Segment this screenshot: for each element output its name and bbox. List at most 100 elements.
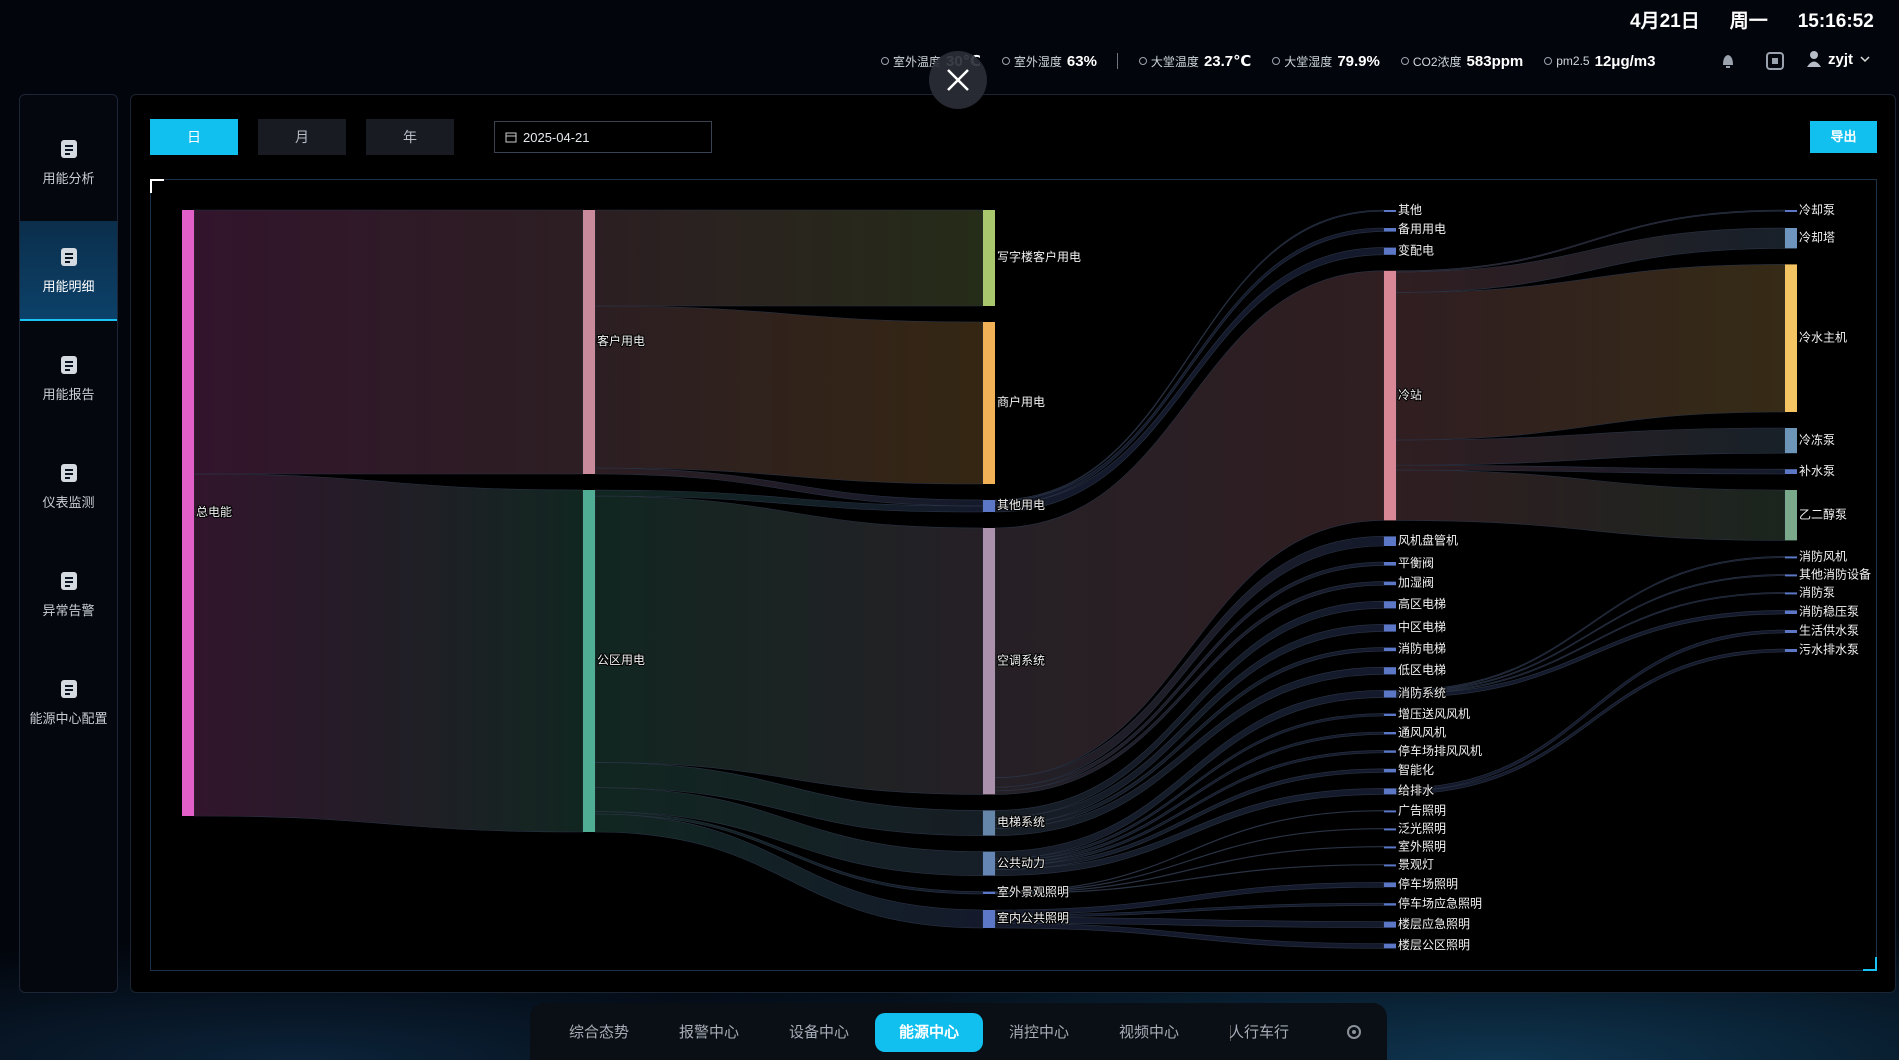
sankey-node	[1384, 647, 1396, 652]
icon-detail	[64, 252, 73, 263]
sidebar-item[interactable]: 异常告警	[20, 545, 117, 643]
node-label: 公共动力	[997, 856, 1045, 870]
sankey-node	[1384, 732, 1396, 735]
sankey-link	[193, 473, 584, 833]
node-label: 变配电	[1398, 242, 1434, 257]
node-label: 通风风机	[1398, 725, 1446, 739]
node-label: 乙二醇泵	[1799, 506, 1847, 521]
env-icon	[1544, 57, 1553, 65]
sankey-node	[983, 210, 995, 306]
sidebar-item[interactable]: 用能分析	[20, 113, 117, 211]
sankey-link	[994, 922, 1385, 949]
sankey-node	[983, 322, 995, 484]
sankey-node	[1785, 630, 1797, 633]
env-icon	[881, 57, 889, 65]
env-label: pm2.5	[1556, 54, 1590, 68]
node-label: 消防系统	[1398, 685, 1446, 700]
env-icon	[1001, 57, 1010, 65]
env-separator	[1116, 53, 1118, 69]
sankey-node	[1384, 864, 1396, 867]
sidebar-item[interactable]: 仪表监测	[20, 437, 117, 535]
sankey-node	[1384, 903, 1396, 906]
sidebar-label: 用能明细	[42, 278, 95, 294]
env-item: 室外湿度 63%	[1001, 53, 1097, 70]
nav-item[interactable]: 人行车行	[1228, 1024, 1289, 1041]
sankey-node	[583, 490, 595, 832]
sidebar-icon	[60, 247, 77, 266]
screen-icon[interactable]	[1766, 52, 1784, 70]
sankey-node	[1384, 828, 1396, 831]
sankey-node	[1785, 649, 1797, 652]
sankey-node	[1384, 601, 1396, 609]
env-value: 63%	[1066, 52, 1097, 70]
node-label: 冷站	[1398, 388, 1422, 402]
node-label: 智能化	[1398, 762, 1434, 777]
env-label: 室外湿度	[1013, 54, 1062, 69]
chart-frame	[150, 179, 1877, 971]
nav-item[interactable]: 报警中心	[678, 1024, 739, 1041]
node-label: 其他用电	[997, 498, 1045, 512]
sankey-node	[983, 528, 995, 795]
node-label: 冷冻泵	[1799, 432, 1835, 447]
nav-item[interactable]: 设备中心	[788, 1024, 849, 1041]
sankey-node	[1384, 882, 1396, 888]
date-value: 2025-04-21	[523, 129, 590, 145]
sankey-node	[1384, 667, 1396, 675]
user-menu[interactable]: zyjt	[1806, 50, 1871, 68]
node-label: 风机盘管机	[1398, 532, 1458, 547]
sidebar: 用能分析用能明细用能报告仪表监测异常告警能源中心配置	[19, 94, 118, 993]
user-icon	[1807, 51, 1821, 67]
sankey-node	[983, 891, 995, 894]
close-button[interactable]	[929, 51, 987, 109]
node-label: 生活供水泵	[1799, 624, 1859, 638]
node-label: 消防泵	[1799, 585, 1835, 600]
sidebar-item[interactable]: 用能明细	[20, 221, 117, 321]
tab-button[interactable]: 月	[258, 119, 346, 155]
sankey-node	[983, 500, 995, 512]
nav-item[interactable]: 视频中心	[1118, 1024, 1179, 1041]
sankey-node	[1384, 788, 1396, 795]
node-label: 低区电梯	[1398, 663, 1446, 677]
date-picker[interactable]: 2025-04-21	[494, 121, 712, 153]
node-label: 其他	[1398, 203, 1422, 217]
node-label: 泛光照明	[1398, 822, 1446, 836]
weekday: 周一	[1729, 11, 1768, 32]
node-label: 冷却泵	[1799, 203, 1835, 217]
node-label: 给排水	[1398, 784, 1434, 798]
user-name: zyjt	[1828, 50, 1854, 68]
node-label: 室外照明	[1398, 839, 1446, 854]
tab-button[interactable]: 年	[366, 119, 454, 155]
nav-item[interactable]: 综合态势	[568, 1024, 629, 1041]
sankey-node	[1384, 690, 1396, 698]
nav-item[interactable]: 能源中心	[875, 1013, 983, 1052]
close-icon	[947, 69, 969, 91]
sankey-node	[1384, 562, 1396, 566]
node-label: 写字楼客户用电	[997, 249, 1081, 264]
env-bar: 室外温度30℃室外湿度63%大堂温度23.7℃大堂湿度79.9%CO2浓度583…	[880, 50, 1675, 72]
sankey-link	[1395, 469, 1786, 541]
settings-icon[interactable]	[1345, 1023, 1363, 1041]
env-item: 大堂湿度 79.9%	[1271, 53, 1380, 70]
time: 15:16:52	[1797, 11, 1874, 32]
datetime: 4月21日 周一 15:16:52	[1600, 6, 1874, 33]
sankey-node	[1785, 574, 1797, 577]
node-label: 电梯系统	[997, 815, 1045, 829]
sidebar-item[interactable]: 能源中心配置	[20, 653, 117, 751]
sankey-node	[983, 810, 995, 836]
icon-detail	[64, 360, 73, 371]
env-icon-shape	[1400, 57, 1409, 65]
sankey-node	[1384, 846, 1396, 849]
node-label: 冷水主机	[1799, 330, 1847, 344]
node-label: 平衡阀	[1398, 556, 1434, 570]
export-button[interactable]: 导出	[1810, 121, 1877, 153]
bell-icon[interactable]	[1720, 52, 1736, 70]
node-label: 楼层应急照明	[1398, 916, 1470, 931]
sidebar-item[interactable]: 用能报告	[20, 329, 117, 427]
sankey-link	[994, 768, 1385, 870]
sankey-node	[1785, 264, 1797, 412]
nav-item[interactable]: 消控中心	[1008, 1024, 1069, 1041]
env-item: 大堂温度 23.7℃	[1138, 52, 1251, 70]
sankey-node	[1785, 228, 1797, 249]
tab-button[interactable]: 日	[150, 119, 238, 155]
